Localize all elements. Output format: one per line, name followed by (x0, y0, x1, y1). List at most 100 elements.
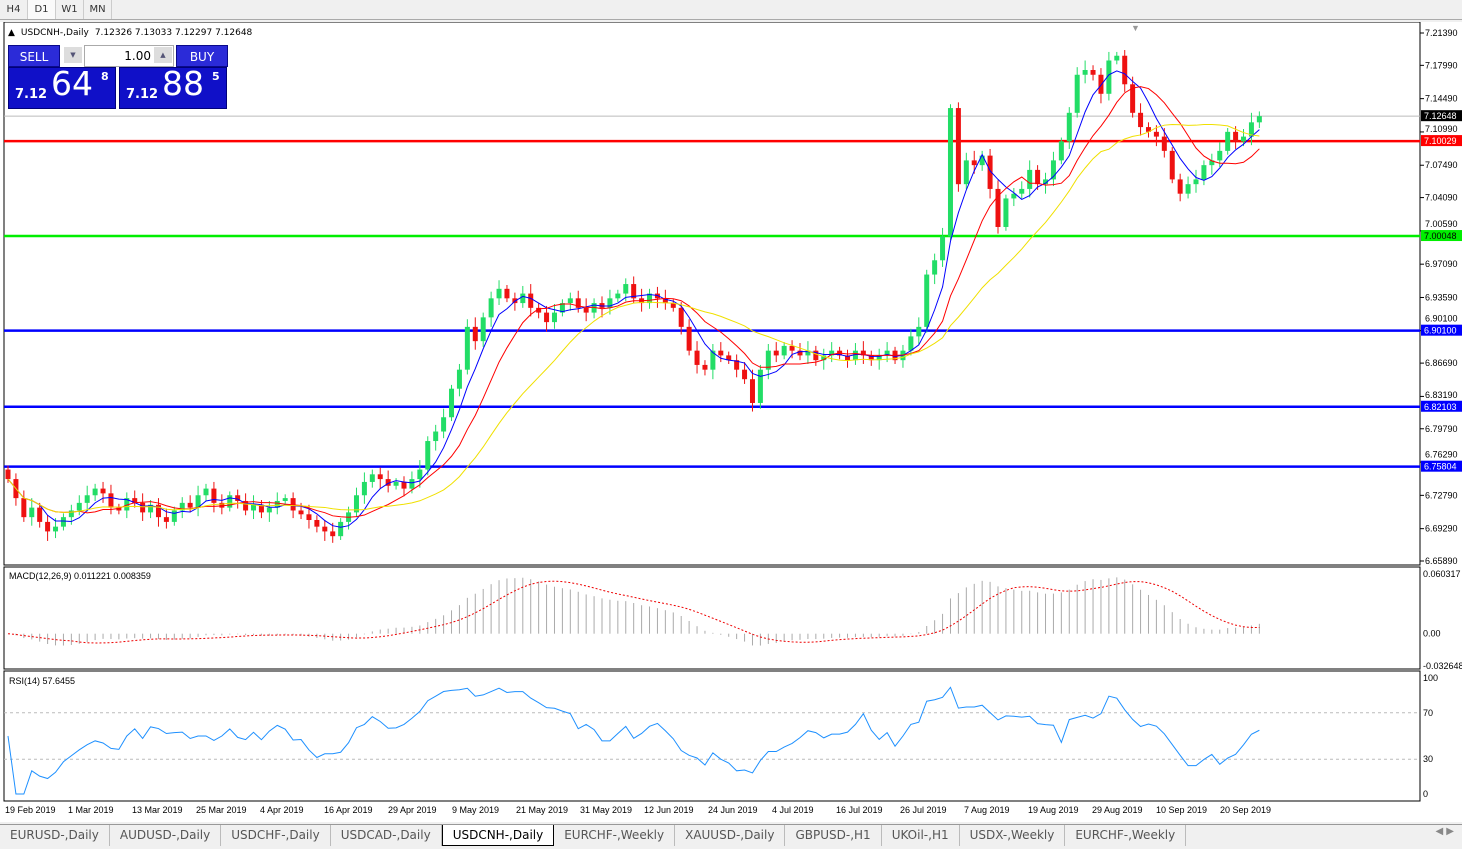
chart-tab[interactable]: GBPUSD-,H1 (785, 825, 882, 846)
candle-body (290, 498, 296, 511)
candle-body (781, 345, 787, 356)
lot-decrease-arrow-icon[interactable]: ▼ (64, 47, 82, 63)
chart-tab[interactable]: EURCHF-,Weekly (1065, 825, 1187, 846)
candle-body (710, 350, 716, 370)
timeframe-w1[interactable]: W1 (56, 0, 84, 19)
buy-price-fraction: 5 (212, 70, 220, 83)
candle-body (472, 326, 478, 342)
buy-price[interactable]: 7.12 88 5 (119, 67, 227, 109)
chart-tab[interactable]: EURUSD-,Daily (0, 825, 110, 846)
chart-tab[interactable]: EURCHF-,Weekly (554, 825, 676, 846)
candle-body (124, 498, 130, 511)
candle-body (1217, 150, 1223, 161)
date-tick-label: 4 Apr 2019 (260, 805, 304, 815)
candle-body (805, 350, 811, 356)
buy-button[interactable]: BUY (176, 45, 228, 67)
candle-body (749, 379, 755, 403)
timeframe-d1[interactable]: D1 (28, 0, 56, 19)
candle-body (274, 500, 280, 508)
date-tick-label: 4 Jul 2019 (772, 805, 814, 815)
level-price-label: 7.10029 (1424, 136, 1457, 146)
candle-body (1256, 116, 1262, 123)
level-price-label: 6.90100 (1424, 326, 1457, 336)
rsi-tick-label: 100 (1423, 673, 1438, 683)
date-tick-label: 20 Sep 2019 (1220, 805, 1271, 815)
candle-body (1241, 136, 1247, 142)
chart-tab[interactable]: USDCAD-,Daily (331, 825, 442, 846)
candle-body (694, 350, 700, 365)
candle-body (53, 526, 59, 532)
shift-marker-icon: ▼ (1131, 23, 1140, 33)
candle-body (361, 481, 367, 496)
candle-body (773, 350, 779, 356)
chart-tab[interactable]: XAUUSD-,Daily (675, 825, 786, 846)
buy-price-pips: 88 (162, 67, 204, 103)
candle-body (1003, 198, 1009, 227)
price-tick-label: 6.97090 (1425, 259, 1458, 269)
rsi-tick-label: 70 (1423, 708, 1433, 718)
candle-body (868, 355, 874, 361)
candle-body (559, 303, 565, 313)
candle-body (1122, 55, 1128, 85)
sell-price[interactable]: 7.12 64 8 (8, 67, 116, 109)
timeframe-mn[interactable]: MN (84, 0, 112, 19)
date-tick-label: 29 Aug 2019 (1092, 805, 1143, 815)
candle-body (322, 526, 328, 532)
candle-body (647, 293, 653, 304)
price-tick-label: 7.14490 (1425, 94, 1458, 104)
collapse-triangle-icon[interactable]: ▲ (8, 28, 15, 38)
candle-body (353, 495, 359, 513)
candle-body (393, 481, 399, 486)
lot-increase-arrow-icon[interactable]: ▲ (154, 47, 172, 63)
macd-label: MACD(12,26,9) 0.011221 0.008359 (9, 571, 151, 581)
date-tick-label: 16 Apr 2019 (324, 805, 373, 815)
candle-body (1090, 70, 1096, 75)
candle-body (884, 350, 890, 356)
chart-tab[interactable]: AUDUSD-,Daily (110, 825, 222, 846)
chart-canvas[interactable]: 7.21390 7.17990 7.14490 7.10990 7.07490 7.040… (0, 21, 1462, 822)
candle-body (84, 495, 90, 503)
candle-body (60, 517, 66, 527)
price-tick-label: 6.83190 (1425, 390, 1458, 400)
tab-scroll-arrows-icon[interactable]: ◀ ▶ (1435, 826, 1454, 837)
rsi-tick-label: 30 (1423, 754, 1433, 764)
candle-body (1098, 74, 1104, 94)
candle-body (702, 364, 708, 370)
price-tick-label: 7.17990 (1425, 60, 1458, 70)
chart-tab[interactable]: UKOil-,H1 (882, 825, 960, 846)
candle-body (488, 298, 494, 318)
chart-tab[interactable]: USDCHF-,Daily (221, 825, 331, 846)
candle-body (924, 274, 930, 327)
candle-body (433, 431, 439, 442)
date-tick-label: 12 Jun 2019 (644, 805, 694, 815)
sell-price-pips: 64 (51, 67, 93, 103)
candle-body (1201, 165, 1207, 180)
candle-body (615, 293, 621, 299)
candle-body (171, 510, 177, 522)
timeframe-h4[interactable]: H4 (0, 0, 28, 19)
chart-window[interactable]: 7.21390 7.17990 7.14490 7.10990 7.07490 7.040… (0, 21, 1462, 822)
candle-body (282, 498, 288, 501)
lot-size-input[interactable]: 1.00 (84, 45, 174, 67)
candle-body (765, 350, 771, 370)
candle-body (163, 517, 169, 522)
candle-body (987, 155, 993, 189)
sell-button[interactable]: SELL (8, 45, 60, 67)
date-tick-label: 26 Jul 2019 (900, 805, 947, 815)
candle-body (995, 188, 1001, 227)
macd-signal-line (7, 580, 1260, 644)
candle-body (258, 504, 264, 513)
candle-body (1011, 193, 1017, 199)
candle-body (1074, 74, 1080, 113)
price-tick-label: 6.65890 (1425, 556, 1458, 566)
macd-tick-label: -0.032648 (1423, 661, 1462, 671)
price-tick-label: 7.21390 (1425, 28, 1458, 38)
candle-body (203, 488, 209, 496)
candle-body (852, 350, 858, 361)
candle-body (1169, 150, 1175, 180)
candle-body (92, 488, 98, 496)
chart-tab[interactable]: USDCNH-,Daily (441, 825, 555, 846)
candle-body (37, 507, 43, 522)
candle-body (1019, 188, 1025, 194)
chart-tab[interactable]: USDX-,Weekly (960, 825, 1066, 846)
